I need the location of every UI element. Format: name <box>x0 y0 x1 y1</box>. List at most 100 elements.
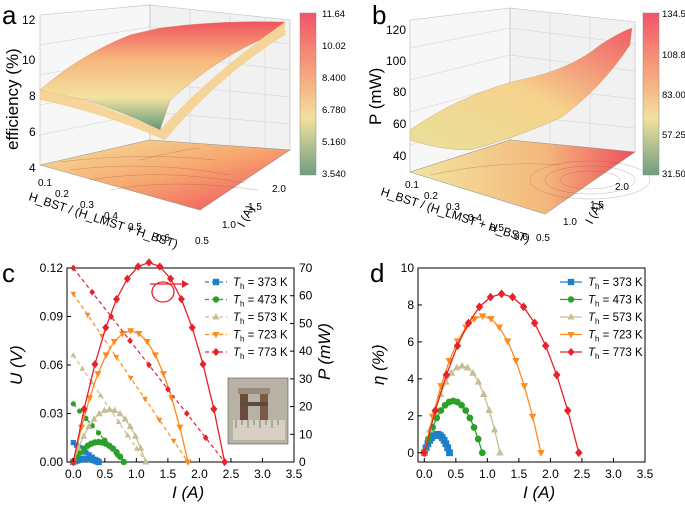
efficiency-point <box>478 313 487 321</box>
efficiency-point <box>478 449 486 457</box>
x-ticks-b: 0.1 0.2 0.3 0.4 0.5 0.6 <box>405 180 528 243</box>
power-point <box>121 415 129 422</box>
voltage-point <box>83 449 89 455</box>
plot-frame-d <box>417 267 646 463</box>
efficiency-point <box>462 407 470 414</box>
power-point <box>131 432 139 439</box>
voltage-point <box>70 291 77 297</box>
efficiency-point <box>497 289 506 299</box>
power-point <box>86 395 94 402</box>
z-tick: 40 <box>393 149 407 163</box>
efficiency-point <box>528 413 537 421</box>
legend-label: Th = 373 K <box>233 277 288 291</box>
power-point <box>113 449 120 456</box>
power-point <box>95 409 103 417</box>
power-point <box>143 339 151 346</box>
z-tick: 4 <box>29 161 36 175</box>
svg-text:0.4: 0.4 <box>104 211 118 222</box>
legend-marker <box>567 347 575 357</box>
power-point <box>210 404 218 414</box>
efficiency-point <box>519 302 528 312</box>
y2-tick-label: 30 <box>299 372 313 386</box>
svg-text:57.25: 57.25 <box>662 130 685 141</box>
plot-area-d <box>420 289 583 458</box>
y2-tick-label: 70 <box>299 261 313 275</box>
panel-letter-c: c <box>2 258 15 288</box>
x-axis-label-d: I (A) <box>523 483 555 502</box>
efficiency-point <box>470 424 478 431</box>
z-tick: 10 <box>22 53 36 67</box>
power-point <box>176 424 184 432</box>
legend-marker <box>567 313 575 320</box>
y-tick-label: 0.00 <box>40 455 64 469</box>
power-point <box>135 330 143 338</box>
x-tick-label: 1.0 <box>128 467 145 481</box>
x-tick-label: 2.0 <box>191 467 208 481</box>
voltage-point <box>124 432 131 438</box>
efficiency-point <box>487 316 495 323</box>
colorbar-a <box>299 12 317 176</box>
z-tick: 60 <box>393 117 407 131</box>
panel-c: c 0.0 0.5 1.0 1.5 2.0 2.5 3.0 3.5 0.000.030.060… <box>2 258 334 502</box>
colorbar-ticks-a: 11.64 10.02 8.400 6.780 5.160 3.540 <box>322 9 346 180</box>
svg-text:0.1: 0.1 <box>405 180 419 191</box>
x-tick-label: 0.5 <box>447 467 464 481</box>
y-ticks-d: 0 2 4 6 8 10 <box>401 261 422 460</box>
efficiency-point <box>466 414 474 422</box>
legend-marker <box>212 313 220 320</box>
z-tick: 12 <box>22 13 36 27</box>
legend-label: Th = 573 K <box>233 312 288 326</box>
y-tick-label: 10 <box>401 261 415 275</box>
x-tick-label: 1.5 <box>511 467 528 481</box>
x-tick-label: 2.5 <box>574 467 591 481</box>
z-tick: 80 <box>393 85 407 99</box>
efficiency-point <box>564 406 572 416</box>
power-point <box>151 352 159 359</box>
svg-text:11.64: 11.64 <box>322 9 345 20</box>
svg-text:6.780: 6.780 <box>322 105 346 116</box>
voltage-point <box>146 361 152 369</box>
efficiency-point <box>474 377 483 385</box>
power-point <box>137 444 145 451</box>
svg-text:0.6: 0.6 <box>156 233 170 244</box>
efficiency-point <box>469 368 477 376</box>
efficiency-point <box>575 448 583 458</box>
y-ticks-b: 0.5 1.0 1.5 2.0 <box>536 182 629 244</box>
efficiency-point <box>503 338 512 346</box>
x-tick-label: 1.0 <box>479 467 496 481</box>
svg-text:0.3: 0.3 <box>446 202 460 213</box>
legend-marker <box>212 347 220 357</box>
floor-contour-lines <box>59 147 259 191</box>
voltage-point <box>86 452 92 458</box>
voltage-point <box>84 312 91 319</box>
power-point <box>199 360 207 369</box>
efficiency-point <box>452 363 461 371</box>
inset-photo <box>227 377 289 445</box>
efficiency-point <box>442 370 451 380</box>
voltage-point <box>95 430 102 436</box>
x-tick-label: 0.0 <box>65 467 82 481</box>
power-point <box>134 262 142 271</box>
power-point <box>156 262 164 271</box>
highlight-arrowhead <box>182 280 189 288</box>
svg-text:1.0: 1.0 <box>222 220 236 231</box>
efficiency-surface-front <box>40 22 285 140</box>
power-point <box>167 274 175 283</box>
efficiency-point <box>437 407 445 414</box>
power-point <box>159 371 167 378</box>
voltage-point <box>70 401 76 407</box>
y2-tick-label: 20 <box>299 400 313 414</box>
colorbar-b <box>642 12 660 176</box>
colorbar-ticks-b: 134.5 108.8 83.00 57.25 31.50 <box>662 9 685 180</box>
power-point <box>91 360 99 369</box>
efficiency-point <box>490 425 499 433</box>
power-point <box>120 458 127 466</box>
legend-marker <box>212 331 220 339</box>
power-point <box>177 294 185 304</box>
y-ticks-a: 0.5 1.0 1.5 2.0 <box>195 184 286 247</box>
svg-text:134.5: 134.5 <box>662 9 685 20</box>
efficiency-point <box>474 435 482 443</box>
power-point <box>113 294 121 304</box>
panel-d: d 0.0 0.5 1.0 1.5 2.0 2.5 3.0 3.5 0 2 4 6 8 10 I (A)… <box>369 258 654 502</box>
voltage-point <box>115 418 122 425</box>
